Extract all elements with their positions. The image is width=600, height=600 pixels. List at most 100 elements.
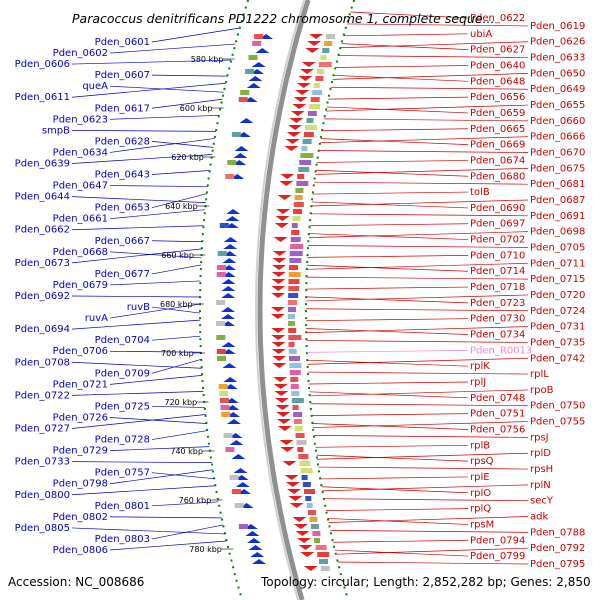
gene-label-left[interactable]: Pden_0667: [95, 236, 150, 247]
gene-label-right[interactable]: Pden_0650: [530, 68, 585, 79]
gene-label-right[interactable]: Pden_0714: [470, 266, 525, 277]
gene-label-left[interactable]: Pden_0611: [15, 92, 70, 103]
gene-label-left[interactable]: Pden_0798: [53, 479, 108, 490]
gene-label-left[interactable]: Pden_0606: [15, 59, 70, 70]
gene-label-left[interactable]: ruvA: [85, 313, 108, 324]
gene-label-left[interactable]: Pden_0728: [95, 435, 150, 446]
gene-label-right[interactable]: Pden_0735: [530, 337, 585, 348]
gene-label-right[interactable]: Pden_0705: [530, 242, 585, 253]
gene-label-left[interactable]: Pden_0727: [15, 424, 70, 435]
gene-label-right[interactable]: Pden_0724: [530, 306, 585, 317]
gene-label-right[interactable]: Pden_0755: [530, 417, 585, 428]
gene-label-right[interactable]: rpsM: [470, 519, 494, 530]
gene-label-left[interactable]: Pden_0803: [95, 534, 150, 545]
gene-label-left[interactable]: Pden_0706: [53, 346, 108, 357]
gene-label-left[interactable]: Pden_0673: [15, 258, 70, 269]
gene-label-left[interactable]: Pden_0694: [15, 324, 70, 335]
gene-label-right[interactable]: Pden_0640: [470, 60, 525, 71]
gene-label-left[interactable]: Pden_0801: [95, 501, 150, 512]
gene-label-left[interactable]: Pden_0662: [15, 225, 70, 236]
gene-label-right[interactable]: Pden_0788: [530, 527, 585, 538]
gene-label-right[interactable]: Pden_R0013: [470, 345, 532, 356]
gene-label-right[interactable]: rplD: [530, 448, 551, 459]
gene-label-left[interactable]: Pden_0679: [53, 280, 108, 291]
gene-label-right[interactable]: Pden_0680: [470, 171, 525, 182]
gene-label-right[interactable]: Pden_0622: [470, 13, 525, 24]
gene-label-right[interactable]: adk: [530, 512, 548, 523]
gene-label-right[interactable]: rplN: [530, 480, 551, 491]
gene-label-right[interactable]: Pden_0718: [470, 282, 525, 293]
gene-label-right[interactable]: Pden_0723: [470, 298, 525, 309]
gene-label-left[interactable]: smpB: [42, 125, 70, 136]
gene-label-right[interactable]: Pden_0670: [530, 148, 585, 159]
gene-label-right[interactable]: Pden_0734: [470, 330, 525, 341]
gene-label-left[interactable]: Pden_0726: [53, 412, 108, 423]
gene-label-right[interactable]: Pden_0690: [470, 203, 525, 214]
gene-label-right[interactable]: Pden_0655: [530, 100, 585, 111]
gene-label-right[interactable]: rplQ: [470, 504, 491, 515]
gene-label-right[interactable]: Pden_0702: [470, 235, 525, 246]
gene-label-left[interactable]: Pden_0805: [15, 523, 70, 534]
gene-label-right[interactable]: Pden_0698: [530, 227, 585, 238]
gene-label-left[interactable]: Pden_0757: [95, 468, 150, 479]
gene-label-right[interactable]: rplE: [470, 472, 490, 483]
gene-label-right[interactable]: rpsH: [530, 464, 553, 475]
gene-label-right[interactable]: Pden_0660: [530, 116, 585, 127]
gene-label-left[interactable]: Pden_0617: [95, 103, 150, 114]
gene-label-left[interactable]: Pden_0692: [15, 291, 70, 302]
gene-label-right[interactable]: Pden_0626: [530, 37, 585, 48]
gene-label-left[interactable]: Pden_0643: [95, 170, 150, 181]
gene-label-right[interactable]: Pden_0711: [530, 258, 585, 269]
gene-label-right[interactable]: Pden_0731: [530, 322, 585, 333]
gene-label-right[interactable]: rpsJ: [530, 432, 549, 443]
gene-label-right[interactable]: Pden_0750: [530, 401, 585, 412]
gene-label-right[interactable]: Pden_0691: [530, 211, 585, 222]
gene-label-right[interactable]: Pden_0633: [530, 53, 585, 64]
gene-label-left[interactable]: Pden_0806: [53, 545, 108, 556]
gene-label-right[interactable]: Pden_0659: [470, 108, 525, 119]
gene-label-right[interactable]: Pden_0751: [470, 409, 525, 420]
gene-label-right[interactable]: rplJ: [470, 377, 486, 388]
gene-label-right[interactable]: Pden_0730: [470, 314, 525, 325]
gene-label-left[interactable]: Pden_0661: [53, 214, 108, 225]
gene-label-right[interactable]: Pden_0666: [530, 132, 585, 143]
gene-label-right[interactable]: Pden_0687: [530, 195, 585, 206]
gene-label-right[interactable]: Pden_0627: [470, 45, 525, 56]
gene-label-left[interactable]: Pden_0628: [95, 136, 150, 147]
gene-label-left[interactable]: Pden_0800: [15, 490, 70, 501]
gene-label-right[interactable]: tolB: [470, 187, 490, 198]
gene-label-right[interactable]: Pden_0648: [470, 76, 525, 87]
gene-label-right[interactable]: Pden_0649: [530, 84, 585, 95]
gene-label-right[interactable]: Pden_0795: [530, 559, 585, 570]
gene-label-right[interactable]: Pden_0748: [470, 393, 525, 404]
gene-label-left[interactable]: Pden_0602: [53, 48, 108, 59]
gene-label-left[interactable]: Pden_0601: [95, 37, 150, 48]
gene-label-right[interactable]: rplB: [470, 440, 490, 451]
gene-label-right[interactable]: Pden_0794: [470, 535, 525, 546]
gene-label-right[interactable]: Pden_0665: [470, 124, 525, 135]
gene-label-left[interactable]: Pden_0623: [53, 114, 108, 125]
gene-label-right[interactable]: Pden_0742: [530, 353, 585, 364]
gene-label-right[interactable]: Pden_0697: [470, 219, 525, 230]
gene-label-left[interactable]: Pden_0725: [95, 401, 150, 412]
gene-label-right[interactable]: rpoB: [530, 385, 554, 396]
gene-label-right[interactable]: Pden_0669: [470, 140, 525, 151]
gene-label-left[interactable]: Pden_0644: [15, 192, 70, 203]
gene-label-right[interactable]: Pden_0720: [530, 290, 585, 301]
gene-label-left[interactable]: Pden_0704: [95, 335, 150, 346]
gene-label-left[interactable]: Pden_0709: [95, 368, 150, 379]
gene-label-right[interactable]: Pden_0799: [470, 551, 525, 562]
gene-label-right[interactable]: rpsQ: [470, 456, 494, 467]
gene-label-left[interactable]: Pden_0722: [15, 390, 70, 401]
gene-label-right[interactable]: Pden_0681: [530, 179, 585, 190]
gene-label-left[interactable]: Pden_0677: [95, 269, 150, 280]
gene-label-right[interactable]: Pden_0675: [530, 163, 585, 174]
gene-label-right[interactable]: Pden_0792: [530, 543, 585, 554]
gene-label-right[interactable]: ubiA: [470, 29, 492, 40]
gene-label-right[interactable]: Pden_0656: [470, 92, 525, 103]
gene-label-left[interactable]: Pden_0634: [53, 147, 108, 158]
gene-label-left[interactable]: Pden_0721: [53, 379, 108, 390]
gene-label-right[interactable]: Pden_0756: [470, 424, 525, 435]
gene-label-right[interactable]: Pden_0619: [530, 21, 585, 32]
gene-label-left[interactable]: Pden_0639: [15, 158, 70, 169]
